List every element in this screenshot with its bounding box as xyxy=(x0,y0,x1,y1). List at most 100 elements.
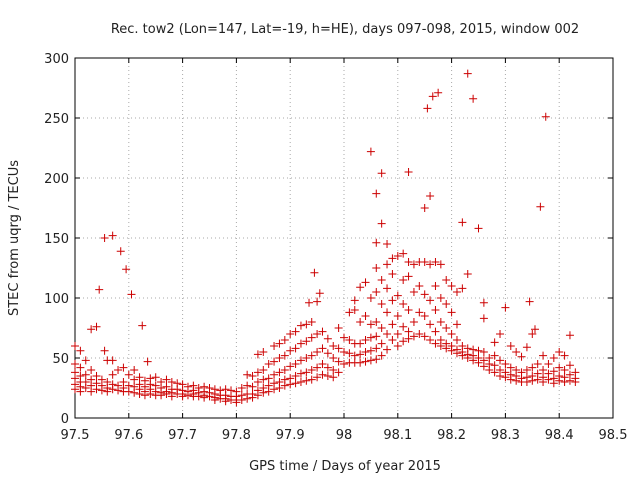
data-point xyxy=(71,385,79,394)
data-point xyxy=(399,337,408,346)
data-point xyxy=(334,368,343,377)
data-point xyxy=(549,379,558,388)
data-point xyxy=(442,276,451,284)
data-point xyxy=(479,298,488,307)
data-point xyxy=(536,202,545,211)
data-point xyxy=(555,376,564,385)
data-point xyxy=(280,366,289,374)
data-point xyxy=(286,346,295,355)
data-point xyxy=(296,369,305,378)
data-point xyxy=(490,351,499,360)
data-point xyxy=(87,325,96,334)
x-tick-label: 98.4 xyxy=(545,428,574,443)
data-point xyxy=(71,342,79,350)
data-point xyxy=(100,234,109,242)
data-point xyxy=(423,104,432,113)
x-tick-label: 97.5 xyxy=(61,428,90,443)
data-point xyxy=(119,363,128,372)
data-point xyxy=(388,320,397,329)
data-point xyxy=(571,378,580,386)
data-point xyxy=(485,366,494,374)
data-point xyxy=(307,318,316,326)
data-point xyxy=(95,285,104,294)
data-point xyxy=(463,270,472,278)
data-point xyxy=(496,372,505,380)
grid-lines xyxy=(75,58,613,418)
data-point xyxy=(280,336,289,344)
data-point xyxy=(474,358,483,367)
data-point xyxy=(565,331,574,340)
data-point xyxy=(415,330,424,338)
data-point xyxy=(253,378,262,386)
data-point xyxy=(525,297,534,306)
data-point xyxy=(404,334,413,343)
data-point xyxy=(264,374,273,383)
data-point xyxy=(237,396,246,404)
y-tick-label: 50 xyxy=(52,352,69,367)
data-point xyxy=(253,391,262,400)
data-point xyxy=(479,348,488,356)
data-point xyxy=(415,282,424,290)
data-point xyxy=(162,375,171,384)
data-point xyxy=(92,385,101,394)
data-point xyxy=(377,351,386,360)
data-point xyxy=(366,320,375,329)
data-point xyxy=(420,290,429,299)
data-point xyxy=(87,366,96,374)
data-point xyxy=(377,219,386,228)
data-point xyxy=(318,370,327,379)
data-point xyxy=(560,366,569,374)
data-point xyxy=(130,366,139,374)
data-point xyxy=(280,351,289,360)
data-point xyxy=(463,354,472,362)
data-point xyxy=(399,322,408,331)
data-point xyxy=(323,349,332,358)
data-point xyxy=(194,392,203,401)
data-point xyxy=(420,204,429,212)
data-point xyxy=(100,346,109,355)
data-point xyxy=(372,344,381,353)
data-point xyxy=(313,373,322,382)
data-point xyxy=(501,360,510,368)
data-point xyxy=(415,308,424,317)
data-point xyxy=(479,314,488,323)
data-point xyxy=(114,386,123,395)
data-point xyxy=(114,366,123,374)
data-point xyxy=(356,318,365,326)
data-point xyxy=(318,327,327,336)
data-point xyxy=(522,378,531,386)
data-point xyxy=(127,290,136,299)
data-point xyxy=(442,344,451,353)
data-point xyxy=(409,332,418,341)
data-point xyxy=(469,94,478,103)
data-point xyxy=(302,354,311,362)
data-point xyxy=(496,330,505,338)
data-point xyxy=(356,339,365,348)
data-point xyxy=(426,296,435,305)
data-point xyxy=(116,247,125,256)
y-tick-label: 150 xyxy=(44,232,69,247)
data-point xyxy=(329,342,338,350)
data-point xyxy=(87,387,96,396)
data-point xyxy=(275,339,284,348)
data-point xyxy=(130,375,139,384)
data-point xyxy=(108,385,117,394)
data-point xyxy=(264,360,273,368)
data-point xyxy=(404,168,413,176)
data-point xyxy=(291,379,300,388)
data-point xyxy=(210,396,219,404)
data-point xyxy=(383,308,392,317)
data-point xyxy=(436,318,445,326)
data-point xyxy=(270,385,279,394)
data-point xyxy=(296,321,305,330)
data-point xyxy=(409,260,418,269)
axis-ticks: 97.5 97.6 97.7 97.8 97.9 98 98.1 98.2 98.3 98.4 98… xyxy=(44,52,627,443)
data-point xyxy=(393,330,402,338)
data-point xyxy=(420,258,429,266)
data-point xyxy=(372,264,381,272)
y-tick-label: 200 xyxy=(44,172,69,187)
data-point xyxy=(506,375,515,384)
data-point xyxy=(130,388,139,397)
data-point xyxy=(323,363,332,372)
data-point xyxy=(431,306,440,314)
